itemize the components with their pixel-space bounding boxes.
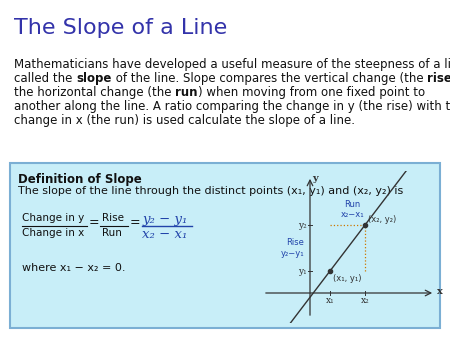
Text: The Slope of a Line: The Slope of a Line — [14, 18, 227, 38]
Text: ) when moving from one fixed point to: ) when moving from one fixed point to — [198, 86, 425, 99]
Text: the horizontal change (the: the horizontal change (the — [14, 86, 175, 99]
Text: y: y — [312, 174, 318, 183]
Text: slope: slope — [76, 72, 112, 85]
Text: x: x — [437, 287, 443, 295]
Text: y₂: y₂ — [298, 220, 307, 230]
Text: (x₂, y₂): (x₂, y₂) — [368, 215, 396, 224]
Text: x₂ − x₁: x₂ − x₁ — [142, 228, 187, 241]
Text: Run: Run — [102, 228, 122, 238]
Text: y₁: y₁ — [298, 266, 307, 275]
Text: y₂ − y₁: y₂ − y₁ — [142, 213, 187, 226]
Text: where x₁ − x₂ = 0.: where x₁ − x₂ = 0. — [22, 263, 126, 273]
Text: x₁: x₁ — [326, 296, 334, 305]
Text: called the: called the — [14, 72, 76, 85]
Text: Change in x: Change in x — [22, 228, 84, 238]
Text: (x₁, y₁): (x₁, y₁) — [333, 274, 361, 283]
Text: Definition of Slope: Definition of Slope — [18, 173, 142, 186]
Text: Rise: Rise — [102, 213, 124, 223]
Text: The slope of the line through the distinct points (x₁, y₁) and (x₂, y₂) is: The slope of the line through the distin… — [18, 186, 403, 196]
Text: x₂: x₂ — [360, 296, 369, 305]
Text: of the line. Slope compares the vertical change (the: of the line. Slope compares the vertical… — [112, 72, 427, 85]
Text: another along the line. A ratio comparing the change in y (the rise) with the: another along the line. A ratio comparin… — [14, 100, 450, 113]
Text: =: = — [89, 217, 99, 230]
Text: =: = — [130, 217, 141, 230]
Text: Rise
y₂−y₁: Rise y₂−y₁ — [280, 238, 304, 258]
Text: Mathematicians have developed a useful measure of the steepness of a line,: Mathematicians have developed a useful m… — [14, 58, 450, 71]
Text: run: run — [175, 86, 198, 99]
Text: Change in y: Change in y — [22, 213, 84, 223]
Text: change in x (the run) is used calculate the slope of a line.: change in x (the run) is used calculate … — [14, 114, 355, 127]
Text: Run
x₂−x₁: Run x₂−x₁ — [341, 200, 364, 219]
FancyBboxPatch shape — [10, 163, 440, 328]
Text: rise: rise — [427, 72, 450, 85]
